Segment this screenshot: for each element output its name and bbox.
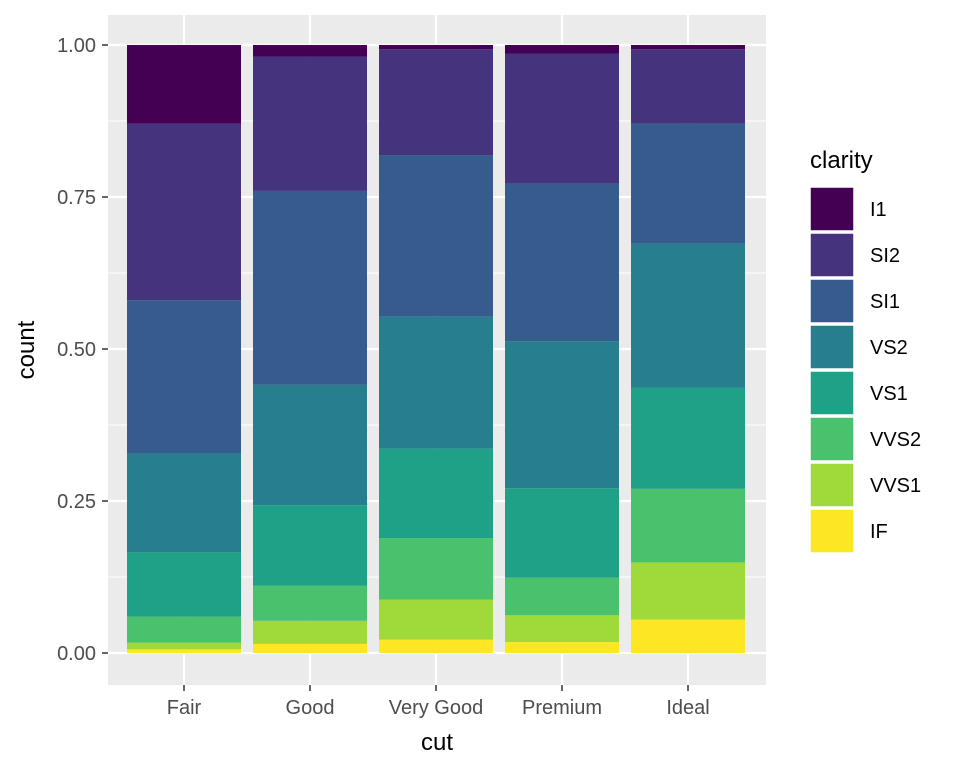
x-axis: Fair Good Very Good Premium Ideal xyxy=(167,685,710,719)
bar-segment-vvs1-good xyxy=(253,620,367,644)
bar-segment-vvs2-ideal xyxy=(631,488,745,563)
x-tick-label: Premium xyxy=(522,697,602,719)
bar-segment-vs1-good xyxy=(253,505,367,586)
bar-segment-i1-ideal xyxy=(631,45,745,50)
bar-segment-if-premium xyxy=(505,642,619,653)
bar-segment-i1-premium xyxy=(505,45,619,54)
bar-segment-vvs2-fair xyxy=(127,616,241,643)
y-axis-title: count xyxy=(13,320,40,379)
bar-segment-vs1-very-good xyxy=(379,448,493,539)
bar-segment-if-good xyxy=(253,643,367,653)
bar-segment-vvs2-premium xyxy=(505,577,619,616)
bar-segment-vs2-premium xyxy=(505,341,619,489)
legend-key-if xyxy=(809,508,855,554)
bar-segment-i1-good xyxy=(253,45,367,57)
bar-segment-vvs1-ideal xyxy=(631,562,745,620)
legend: clarity I1 SI2 SI1 VS2 VS1 VVS2 VVS1 IF xyxy=(809,147,921,554)
legend-title: clarity xyxy=(810,147,873,174)
bar-segment-si1-fair xyxy=(127,300,241,454)
bar-segment-vvs1-premium xyxy=(505,615,619,643)
bar-segment-if-very-good xyxy=(379,639,493,653)
bar-segment-vs1-fair xyxy=(127,552,241,617)
bar-segment-vs2-good xyxy=(253,384,367,506)
legend-label-vs2: VS2 xyxy=(870,337,908,359)
y-tick-label: 0.00 xyxy=(57,643,96,665)
x-tick-label: Very Good xyxy=(389,697,484,719)
x-tick-label: Good xyxy=(286,697,335,719)
legend-key-vs2 xyxy=(809,324,855,370)
bar-segment-i1-fair xyxy=(127,45,241,124)
bar-segment-si2-good xyxy=(253,56,367,191)
bar-segment-i1-very-good xyxy=(379,45,493,50)
bar-segment-vvs1-fair xyxy=(127,642,241,650)
bar-segment-si1-very-good xyxy=(379,155,493,317)
legend-label-si1: SI1 xyxy=(870,291,900,313)
legend-label-vs1: VS1 xyxy=(870,383,908,405)
legend-key-vvs1 xyxy=(809,462,855,508)
y-tick-label: 0.50 xyxy=(57,339,96,361)
y-tick-label: 0.25 xyxy=(57,491,96,513)
legend-label-vvs2: VVS2 xyxy=(870,429,921,451)
bar-segment-vs1-ideal xyxy=(631,387,745,489)
legend-label-si2: SI2 xyxy=(870,245,900,267)
bar-segment-vvs1-very-good xyxy=(379,599,493,640)
x-tick-label: Ideal xyxy=(666,697,709,719)
bar-segment-si2-very-good xyxy=(379,49,493,156)
x-tick-label: Fair xyxy=(167,697,202,719)
legend-key-si2 xyxy=(809,232,855,278)
legend-label-vvs1: VVS1 xyxy=(870,475,921,497)
bar-segment-si2-premium xyxy=(505,53,619,184)
bar-segment-vs2-fair xyxy=(127,453,241,553)
y-tick-label: 0.75 xyxy=(57,187,96,209)
bar-segment-if-ideal xyxy=(631,619,745,653)
bar-segment-vs2-very-good xyxy=(379,316,493,449)
bar-segment-si2-ideal xyxy=(631,49,745,124)
legend-label-i1: I1 xyxy=(870,199,887,221)
legend-label-if: IF xyxy=(870,521,888,543)
legend-key-i1 xyxy=(809,186,855,232)
bar-segment-vvs2-very-good xyxy=(379,538,493,600)
legend-key-vs1 xyxy=(809,370,855,416)
bar-segment-if-fair xyxy=(127,649,241,653)
bars xyxy=(127,45,745,653)
y-axis: 0.00 0.25 0.50 0.75 1.00 xyxy=(57,35,108,665)
legend-key-vvs2 xyxy=(809,416,855,462)
x-axis-title: cut xyxy=(421,729,453,756)
bar-segment-si1-ideal xyxy=(631,123,745,244)
y-tick-label: 1.00 xyxy=(57,35,96,57)
bar-segment-si1-premium xyxy=(505,183,619,342)
bar-segment-si2-fair xyxy=(127,123,241,301)
bar-segment-vs1-premium xyxy=(505,488,619,578)
bar-segment-vs2-ideal xyxy=(631,243,745,388)
bar-segment-si1-good xyxy=(253,190,367,385)
bar-segment-vvs2-good xyxy=(253,585,367,621)
legend-key-si1 xyxy=(809,278,855,324)
